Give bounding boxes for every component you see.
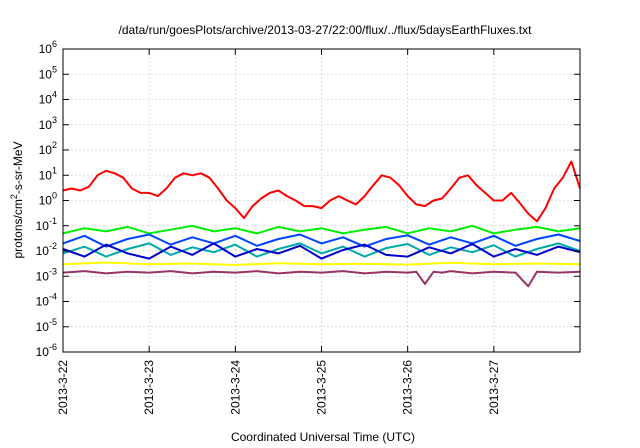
x-tick-label: 2013-3-22 [56, 360, 70, 415]
y-tick-label: 10-3 [36, 266, 57, 283]
series-line-2 [62, 242, 581, 258]
chart-title: /data/run/goesPlots/archive/2013-03-27/2… [119, 23, 533, 37]
x-tick-label: 2013-3-24 [228, 360, 242, 415]
grid-lines [63, 48, 580, 353]
series-line-5 [62, 261, 581, 266]
y-tick-label: 10-4 [36, 292, 57, 309]
y-axis-label: protons/cm2-s-sr-MeV [9, 141, 25, 258]
series-line-6 [62, 270, 581, 288]
y-tick-label: 101 [39, 165, 57, 182]
x-tick-label: 2013-3-25 [315, 360, 329, 415]
y-tick-label: 106 [39, 39, 57, 56]
x-axis: 2013-3-22 2013-3-23 2013-3-24 2013-3-25 2013… [56, 49, 501, 415]
y-tick-label: 10-5 [36, 317, 57, 334]
series-line-3 [62, 233, 581, 248]
x-tick-label: 2013-3-27 [487, 360, 501, 415]
x-axis-label: Coordinated Universal Time (UTC) [231, 430, 415, 444]
x-tick-label: 2013-3-26 [401, 360, 415, 415]
y-tick-label: 10-2 [36, 241, 57, 258]
y-tick-label: 100 [39, 191, 57, 208]
y-tick-label: 102 [39, 140, 57, 157]
series-line-0 [62, 160, 581, 223]
y-tick-label: 104 [39, 90, 57, 107]
y-tick-label: 105 [39, 64, 57, 81]
series-layer [62, 160, 581, 288]
y-axis: 10-6 10-5 10-4 10-3 10-2 10-1 100 101 102 103 104 1… [36, 39, 580, 359]
x-tick-label: 2013-3-23 [142, 360, 156, 415]
y-tick-label: 10-1 [36, 216, 57, 233]
y-tick-label: 103 [39, 115, 57, 132]
series-line-1 [62, 224, 581, 235]
y-tick-label: 10-6 [36, 342, 57, 359]
series-line-4 [62, 242, 581, 260]
